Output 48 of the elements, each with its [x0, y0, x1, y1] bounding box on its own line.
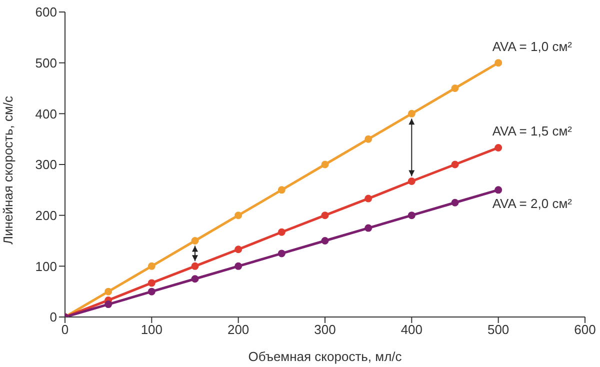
point [278, 186, 286, 194]
y-tick-label: 0 [50, 310, 57, 325]
point [408, 178, 416, 186]
point [408, 110, 416, 118]
y-tick-label: 100 [35, 258, 57, 274]
point [451, 198, 459, 206]
x-tick-label: 100 [140, 322, 163, 338]
y-tick-label: 400 [35, 106, 57, 122]
point [234, 246, 242, 254]
point [321, 160, 329, 168]
point [278, 250, 286, 258]
y-tick-label: 300 [35, 157, 57, 172]
point [451, 160, 459, 168]
point [104, 288, 112, 296]
point [191, 237, 199, 244]
point [494, 144, 502, 152]
point [321, 212, 329, 220]
x-tick-label: 400 [400, 322, 423, 338]
point [451, 84, 459, 92]
point [364, 135, 372, 143]
point [148, 262, 156, 270]
point [191, 262, 199, 270]
point [191, 275, 199, 283]
x-tick-label: 0 [61, 322, 69, 338]
x-tick-label: 200 [227, 322, 250, 338]
y-tick-label: 200 [35, 208, 57, 223]
series-label: AVA = 2,0 см² [492, 196, 573, 211]
point [494, 59, 502, 67]
point [234, 262, 242, 270]
x-tick-label: 500 [487, 322, 510, 338]
point [364, 224, 372, 232]
series-label: AVA = 1,0 см² [492, 38, 573, 54]
y-tick-label: 600 [35, 4, 57, 20]
point [278, 228, 286, 236]
point [364, 194, 372, 202]
x-axis-title: Объемная скорость, мл/с [248, 349, 402, 364]
series-label: AVA = 1,5 см² [492, 124, 573, 139]
point [104, 300, 112, 308]
point [148, 279, 156, 287]
point [494, 186, 502, 194]
point [148, 288, 156, 296]
point [234, 212, 242, 220]
y-tick-label: 500 [35, 55, 57, 70]
x-tick-label: 600 [574, 322, 596, 338]
point [408, 212, 416, 220]
y-axis-title: Линейная скорость, см/с [0, 95, 16, 244]
point [321, 237, 329, 244]
x-tick-label: 300 [314, 322, 336, 338]
